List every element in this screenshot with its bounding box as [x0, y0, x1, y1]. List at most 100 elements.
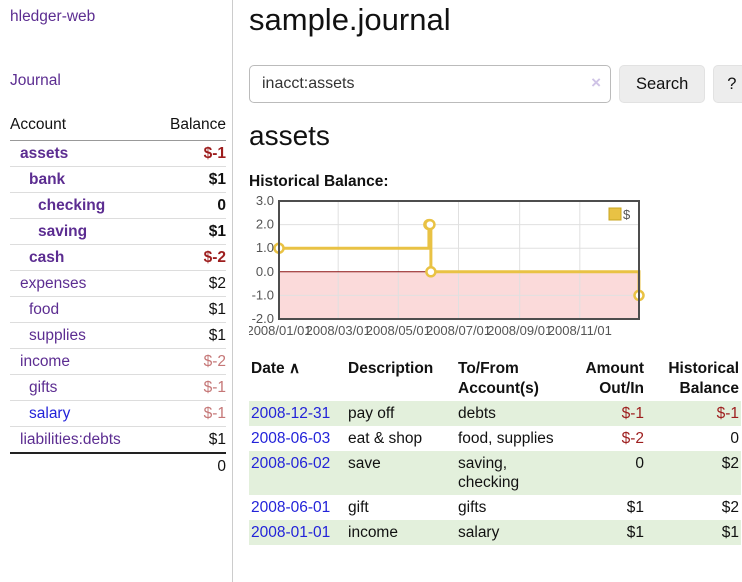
data-point-marker	[424, 218, 436, 231]
register-header-label: Date	[251, 360, 285, 377]
register-description-cell: eat & shop	[348, 430, 423, 447]
account-link-food[interactable]: food	[29, 301, 60, 318]
account-row: food $1	[10, 296, 226, 323]
register-header-to-from-account-s-: To/From Account(s)	[456, 357, 556, 401]
x-tick-label: 2008/03/01	[306, 323, 371, 338]
account-row: cash $-2	[10, 244, 226, 271]
register-header-historical-balance: Historical Balance	[646, 357, 741, 401]
register-accounts-cell: food, supplies	[458, 430, 554, 447]
account-name-cell: saving	[10, 218, 154, 245]
register-date-link[interactable]: 2008-06-02	[251, 455, 331, 472]
plot-border	[278, 200, 640, 320]
register-balance-cell: $-1	[716, 405, 739, 422]
register-header-amount-out-in: Amount Out/In	[556, 357, 646, 401]
register-balance-cell: 0	[730, 430, 739, 447]
brand-link[interactable]: hledger-web	[10, 8, 96, 25]
sidebar-item-journal[interactable]: Journal	[10, 72, 61, 89]
account-link-checking[interactable]: checking	[38, 197, 106, 214]
account-name-cell: expenses	[10, 270, 154, 297]
register-header-label: To/From Account(s)	[458, 360, 539, 397]
account-link-assets[interactable]: assets	[20, 145, 69, 162]
accounts-header-row: Account Balance	[10, 114, 226, 141]
account-link-cash[interactable]: cash	[29, 249, 65, 266]
account-name-cell: checking	[10, 192, 154, 219]
x-tick-label: 2008/05/01	[366, 323, 431, 338]
search-input[interactable]	[249, 65, 611, 103]
register-header-label: Historical Balance	[668, 360, 739, 397]
register-balance-cell: $2	[721, 499, 739, 516]
help-button[interactable]: ?	[713, 65, 742, 103]
register-header-description: Description	[346, 357, 456, 401]
register-date-cell: 2008-06-03	[249, 426, 346, 451]
register-accounts-cell: salary	[458, 524, 500, 541]
account-name-cell: gifts	[10, 374, 154, 401]
x-tick-label: 2008/07/01	[426, 323, 491, 338]
search-button[interactable]: Search	[619, 65, 706, 103]
register-date-cell: 2008-01-01	[249, 520, 346, 545]
register-description-cell: pay off	[348, 405, 395, 422]
x-tick-label: 2008/11/01	[548, 323, 612, 338]
register-amount-cell: $-2	[621, 430, 644, 447]
register-accounts-cell: gifts	[458, 499, 487, 516]
account-row: income $-2	[10, 348, 226, 375]
accounts-header-balance: Balance	[153, 114, 226, 141]
clear-search-icon[interactable]: ×	[591, 73, 601, 92]
legend-swatch	[608, 207, 622, 221]
main-content: sample.journal × Search ? assets Histori…	[233, 0, 742, 582]
account-link-supplies[interactable]: supplies	[29, 327, 86, 344]
register-table: Date ∧ Description To/From Account(s) Amoun…	[249, 357, 741, 545]
register-date-link[interactable]: 2008-01-01	[251, 524, 331, 541]
account-link-liabilities-debts[interactable]: liabilities:debts	[20, 431, 121, 448]
register-date-link[interactable]: 2008-12-31	[251, 405, 331, 422]
account-link-expenses[interactable]: expenses	[20, 275, 87, 292]
register-date-link[interactable]: 2008-06-03	[251, 430, 331, 447]
account-link-salary[interactable]: salary	[29, 405, 71, 422]
account-link-income[interactable]: income	[20, 353, 70, 370]
x-tick-label: 2008/01/01	[249, 323, 312, 338]
historical-balance-chart: $3.0 2.0 1.0 0.0 -1.0 -2.02008/01/012008/03/0…	[249, 196, 645, 338]
x-tick-label: 2008/09/01	[487, 323, 552, 338]
account-link-saving[interactable]: saving	[38, 223, 88, 240]
account-name-cell: salary	[10, 400, 154, 427]
account-balance: $-2	[153, 348, 226, 375]
register-accounts-cell: saving, checking	[458, 455, 520, 491]
account-row: assets $-1	[10, 141, 226, 167]
register-date-cell: 2008-06-01	[249, 495, 346, 520]
register-header-date[interactable]: Date ∧	[249, 357, 346, 401]
account-balance: $1	[153, 166, 226, 193]
account-name-cell: supplies	[10, 322, 154, 349]
account-row: checking 0	[10, 192, 226, 219]
register-description-cell: save	[348, 455, 381, 472]
search-form: × Search ?	[249, 65, 742, 103]
account-link-bank[interactable]: bank	[29, 171, 66, 188]
register-header-label: Amount Out/In	[585, 360, 644, 397]
register-amount-cell: $1	[626, 499, 644, 516]
register-description-cell: gift	[348, 499, 369, 516]
register-amount-cell: 0	[635, 455, 644, 472]
y-tick-label: 2.0	[256, 217, 274, 232]
account-name-cell: food	[10, 296, 154, 323]
y-tick-label: 1.0	[256, 240, 274, 255]
y-tick-label: 0.0	[256, 264, 274, 279]
page-title: sample.journal	[249, 2, 451, 37]
account-balance: $1	[153, 218, 226, 245]
account-balance: $-1	[203, 145, 226, 162]
account-balance: $-1	[153, 374, 226, 401]
search-box: ×	[249, 65, 611, 103]
accounts-total-row: 0	[10, 452, 226, 479]
account-link-gifts[interactable]: gifts	[29, 379, 58, 396]
y-tick-label: -1.0	[252, 287, 274, 302]
account-row: gifts $-1	[10, 374, 226, 401]
y-tick-label: -2.0	[252, 311, 274, 326]
register-description-cell: income	[348, 524, 398, 541]
accounts-total-spacer	[10, 452, 154, 479]
data-point-marker	[425, 266, 437, 278]
register-row: 2008-12-31 pay off debts $-1 $-1	[249, 401, 741, 426]
account-balance: 0	[153, 192, 226, 219]
sidebar: hledger-web Journal Account Balance asse…	[0, 0, 233, 582]
account-row: expenses $2	[10, 270, 226, 297]
account-row: salary $-1	[10, 400, 226, 427]
account-title: assets	[249, 120, 330, 151]
register-date-link[interactable]: 2008-06-01	[251, 499, 331, 516]
